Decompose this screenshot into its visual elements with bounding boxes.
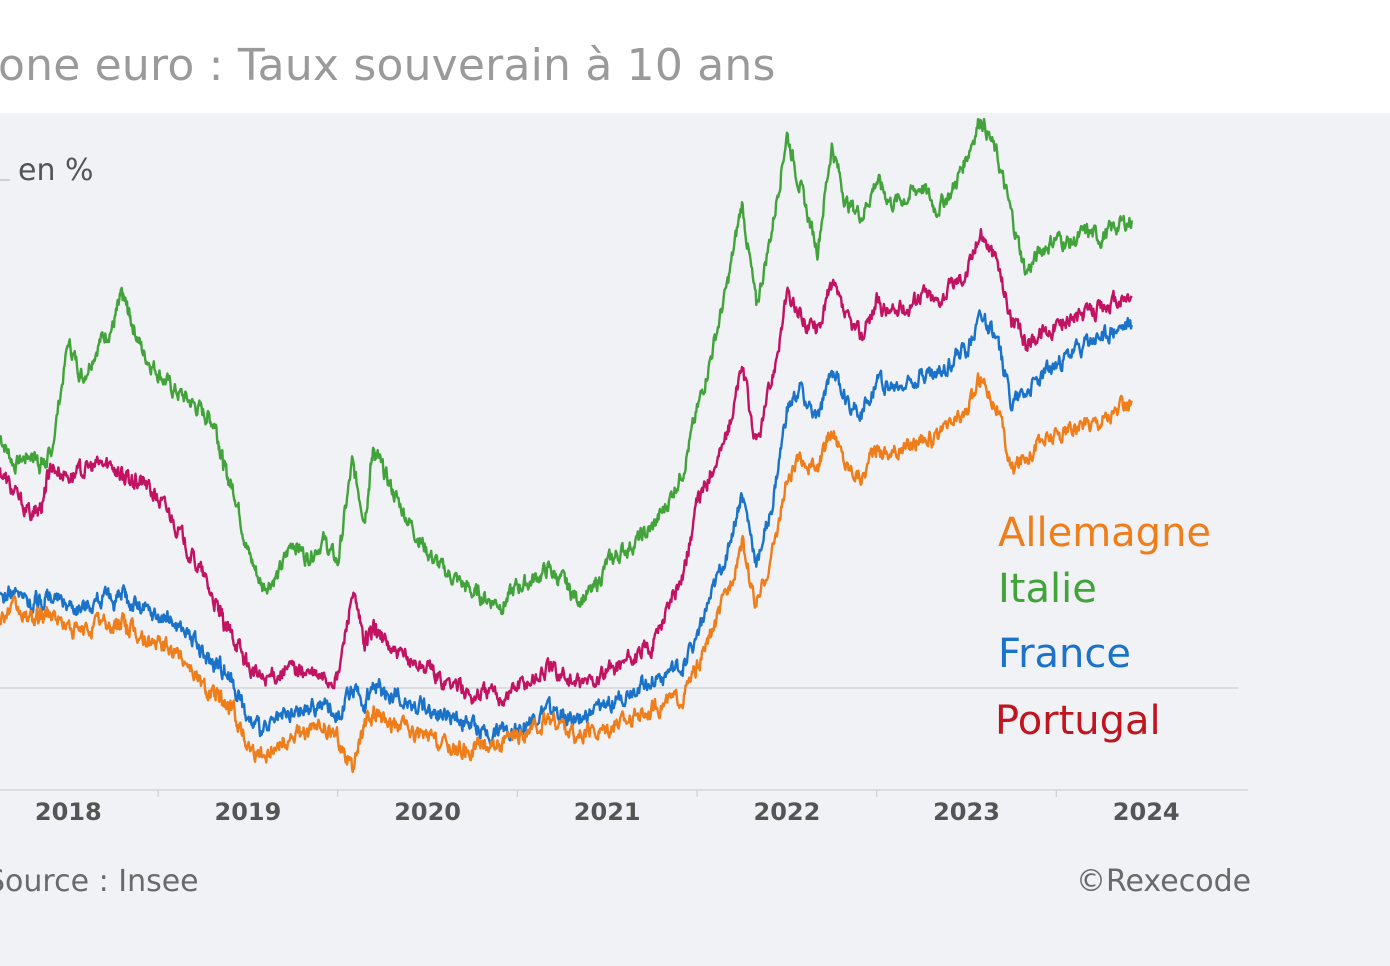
x-tick-label-2019: 2019 — [215, 798, 282, 826]
x-axis-ticks: 2018 2019 2020 2021 2022 2023 2024 — [35, 790, 1180, 826]
x-tick-label-2024: 2024 — [1113, 798, 1180, 826]
legend-label-portugal: Portugal — [995, 698, 1161, 744]
copyright-note: ©Rexecode — [1076, 864, 1252, 899]
series-lines — [0, 117, 1133, 774]
legend-label-allemagne: Allemagne — [998, 510, 1212, 556]
legend-label-italie: Italie — [998, 566, 1097, 612]
x-tick-label-2021: 2021 — [574, 798, 641, 826]
chart-title: one euro : Taux souverain à 10 ans — [0, 40, 776, 91]
series-line-france — [0, 309, 1133, 746]
y-axis-unit-label: en % — [18, 153, 94, 188]
legend-label-france: France — [998, 631, 1132, 677]
series-line-portugal — [0, 227, 1133, 707]
title-bar: one euro : Taux souverain à 10 ans — [0, 0, 1390, 113]
x-tick-label-2022: 2022 — [754, 798, 821, 826]
series-line-italie — [0, 117, 1133, 616]
source-note: Source : Insee — [0, 864, 199, 899]
x-tick-label-2023: 2023 — [933, 798, 1000, 826]
series-line-allemagne — [0, 372, 1133, 774]
x-tick-label-2020: 2020 — [394, 798, 461, 826]
x-tick-label-2018: 2018 — [35, 798, 102, 826]
